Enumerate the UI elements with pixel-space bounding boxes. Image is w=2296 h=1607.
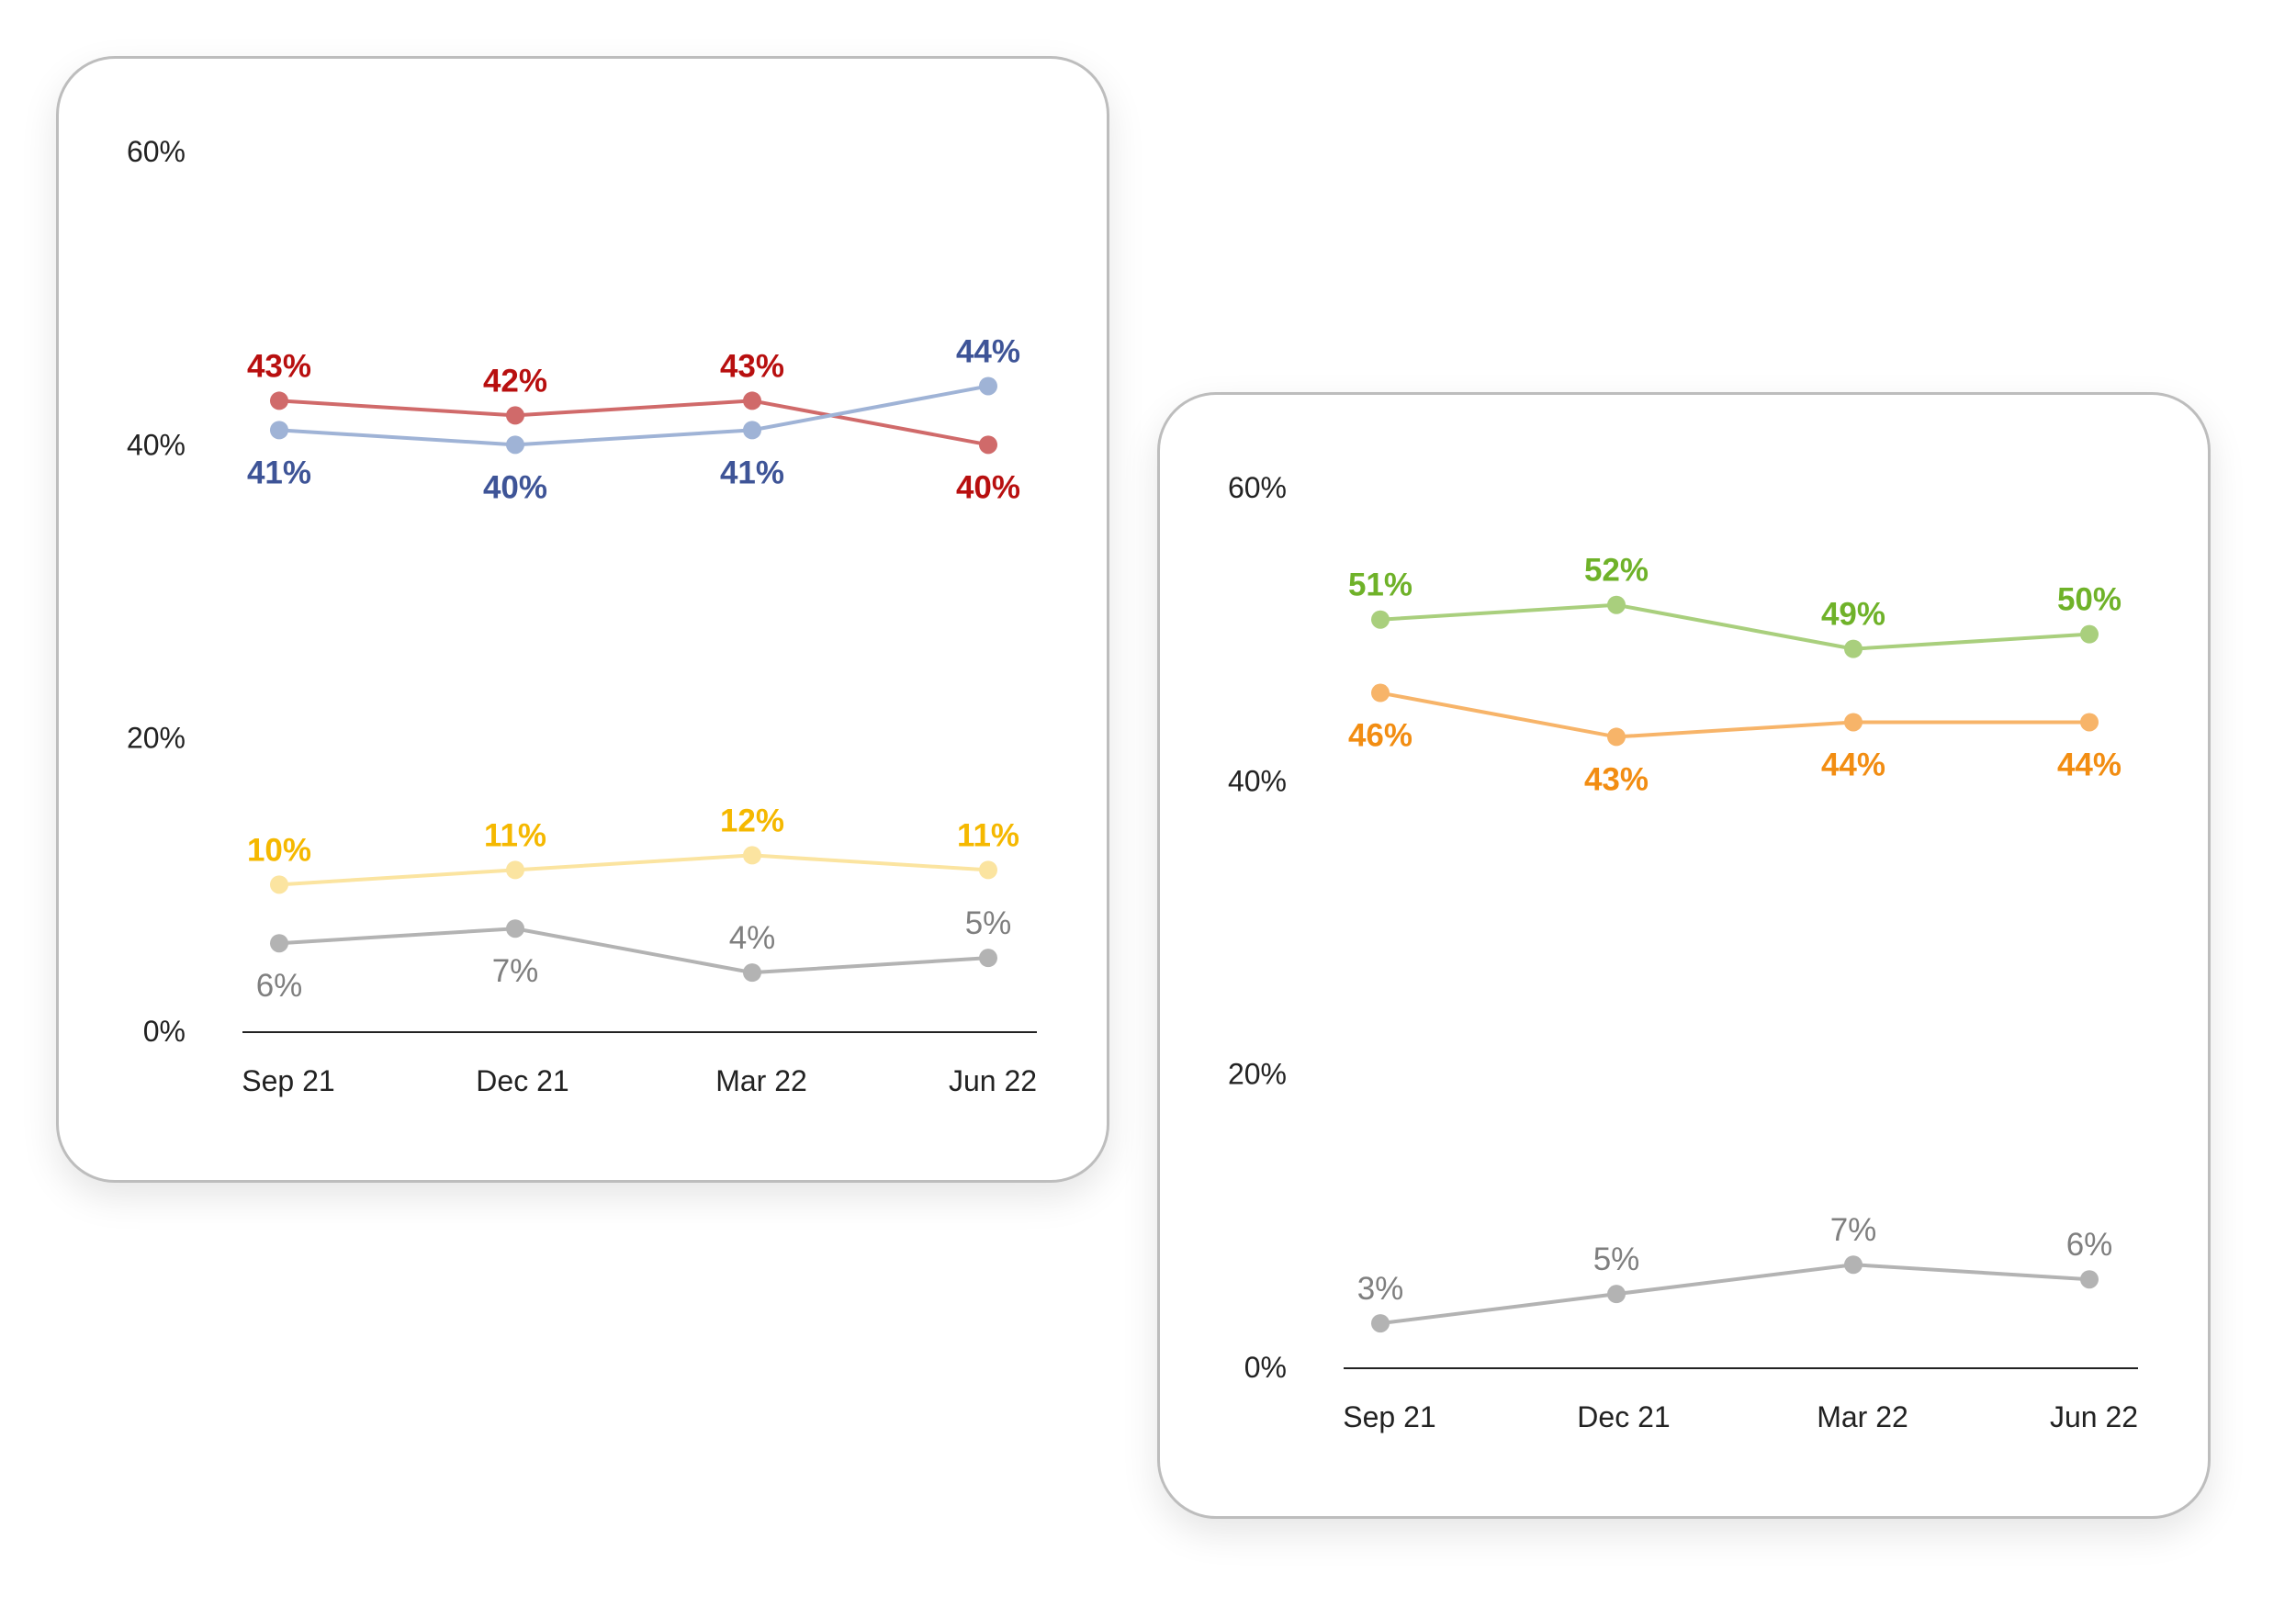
data-point xyxy=(270,421,288,440)
data-point xyxy=(1607,595,1626,614)
data-label: 7% xyxy=(492,953,539,989)
data-label: 5% xyxy=(1593,1242,1640,1277)
data-label: 49% xyxy=(1821,597,1885,633)
data-point xyxy=(1607,727,1626,747)
series-2: 46% 43% 44% 44% xyxy=(1348,683,2122,797)
data-point xyxy=(979,949,997,968)
data-point xyxy=(506,860,524,880)
data-label: 6% xyxy=(2066,1227,2113,1263)
y-tick-label: 0% xyxy=(143,1015,186,1048)
data-label: 51% xyxy=(1348,568,1412,603)
data-label: 41% xyxy=(247,455,311,490)
data-label: 11% xyxy=(484,817,546,853)
data-point xyxy=(1371,610,1390,629)
x-tick-label: Dec 21 xyxy=(1577,1400,1670,1433)
series-3: 10% 11% 12% 11% xyxy=(247,803,1019,894)
x-tick-label: Mar 22 xyxy=(1817,1400,1908,1433)
data-label: 43% xyxy=(720,348,784,384)
data-label: 7% xyxy=(1830,1212,1877,1248)
data-point xyxy=(1607,1285,1626,1304)
line-chart-2: 60% 40% 20% 0% Sep 21 Dec 21 Mar 22 Jun 22 51% 52… xyxy=(1228,471,2138,1433)
data-point xyxy=(743,963,761,983)
y-tick-label: 0% xyxy=(1244,1351,1287,1384)
data-point xyxy=(1844,713,1863,732)
chart-card-2: 60% 40% 20% 0% Sep 21 Dec 21 Mar 22 Jun 22 51% 52… xyxy=(1157,392,2211,1519)
data-point xyxy=(270,875,288,894)
data-label: 3% xyxy=(1357,1271,1404,1307)
x-tick-label: Dec 21 xyxy=(476,1064,568,1097)
series-4: 6% 7% 4% 5% xyxy=(256,905,1012,1004)
data-label: 43% xyxy=(1584,761,1649,797)
series-1: 51% 52% 49% 50% xyxy=(1348,553,2122,658)
x-tick-label: Jun 22 xyxy=(949,1064,1037,1097)
series-line xyxy=(1379,602,2090,651)
data-point xyxy=(506,919,524,938)
x-tick-label: Mar 22 xyxy=(715,1064,807,1097)
data-point xyxy=(270,934,288,953)
data-label: 10% xyxy=(247,832,311,868)
data-point xyxy=(2080,624,2099,644)
data-label: 50% xyxy=(2057,582,2122,618)
data-label: 52% xyxy=(1584,553,1649,589)
x-tick-label: Jun 22 xyxy=(2050,1400,2138,1433)
data-label: 42% xyxy=(483,363,547,399)
x-tick-label: Sep 21 xyxy=(242,1064,334,1097)
data-point xyxy=(979,860,997,880)
data-label: 43% xyxy=(247,348,311,384)
data-point xyxy=(1371,683,1390,702)
series-line xyxy=(278,399,989,447)
data-label: 46% xyxy=(1348,718,1412,754)
data-point xyxy=(979,376,997,396)
data-point xyxy=(743,421,761,440)
data-label: 11% xyxy=(957,817,1019,853)
y-tick-label: 60% xyxy=(127,135,186,168)
y-tick-label: 40% xyxy=(1228,764,1287,797)
data-point xyxy=(743,846,761,865)
data-point xyxy=(1844,639,1863,658)
series-line xyxy=(1379,691,2089,739)
y-tick-label: 40% xyxy=(127,428,186,461)
data-point xyxy=(1844,1255,1863,1275)
data-label: 40% xyxy=(956,469,1020,505)
data-label: 41% xyxy=(720,455,784,490)
data-label: 44% xyxy=(1821,747,1885,782)
data-label: 12% xyxy=(720,803,784,838)
data-label: 4% xyxy=(729,920,776,956)
data-label: 5% xyxy=(965,905,1012,941)
y-tick-label: 60% xyxy=(1228,471,1287,504)
chart-card-1: 60% 40% 20% 0% Sep 21 Dec 21 Mar 22 Jun 22 43% 42… xyxy=(56,56,1109,1183)
data-point xyxy=(1371,1314,1390,1333)
data-point xyxy=(2080,1270,2099,1289)
data-point xyxy=(506,435,524,455)
data-point xyxy=(979,435,997,455)
data-point xyxy=(506,406,524,425)
line-chart-1: 60% 40% 20% 0% Sep 21 Dec 21 Mar 22 Jun 22 43% 42… xyxy=(127,135,1037,1097)
y-tick-label: 20% xyxy=(127,722,186,755)
series-line xyxy=(1379,1263,2090,1326)
data-label: 44% xyxy=(2057,747,2122,782)
series-1: 43% 42% 43% 40% xyxy=(247,348,1020,505)
x-tick-label: Sep 21 xyxy=(1343,1400,1435,1433)
series-3: 3% 5% 7% 6% xyxy=(1357,1212,2113,1333)
data-point xyxy=(270,391,288,410)
data-point xyxy=(2080,713,2099,732)
series-line xyxy=(278,384,989,447)
data-label: 44% xyxy=(956,333,1020,369)
data-label: 6% xyxy=(256,968,303,1004)
data-label: 40% xyxy=(483,469,547,505)
data-point xyxy=(743,391,761,410)
series-line xyxy=(278,927,989,975)
series-2: 41% 40% 41% 44% xyxy=(247,333,1020,505)
y-tick-label: 20% xyxy=(1228,1058,1287,1091)
series-line xyxy=(278,853,989,887)
